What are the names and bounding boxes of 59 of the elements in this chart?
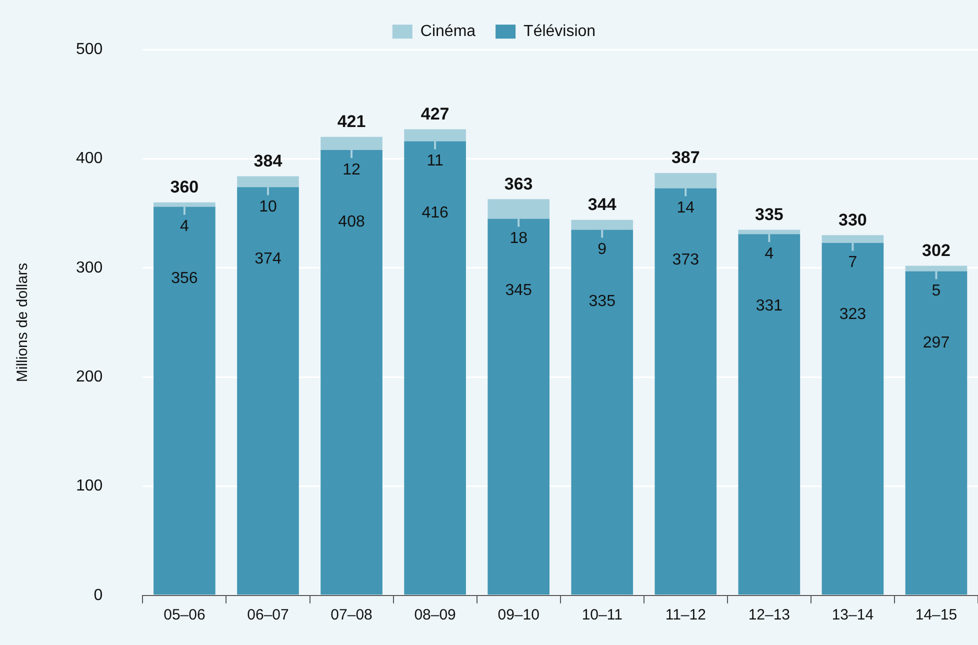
total-label: 330 [838,210,867,230]
y-tick-label: 400 [76,150,103,168]
data-label: 297 [922,334,950,352]
legend-label: Télévision [524,23,596,40]
x-tick-label: 06–07 [247,606,289,624]
y-tick-label: 300 [76,259,103,276]
bar [237,187,299,595]
y-tick-label: 200 [76,368,103,386]
bar [488,218,550,595]
total-label: 384 [254,151,283,170]
x-tick-label: 11–12 [665,606,706,624]
legend-label: Cinéma [420,23,476,40]
data-label: 10 [259,198,277,216]
data-label: 374 [254,250,282,268]
data-label: 416 [422,204,448,222]
x-tick-label: 09–10 [498,606,540,624]
data-label: 373 [672,252,700,269]
data-label: 331 [756,297,783,314]
total-label: 335 [754,204,784,224]
x-tick-label: 14–15 [915,606,958,624]
x-tick-label: 12–13 [748,606,790,624]
data-label: 356 [171,270,198,288]
y-tick-label: 500 [76,41,103,58]
total-label: 344 [588,195,617,214]
bar [404,141,466,595]
total-label: 387 [671,148,700,168]
bar [738,234,800,595]
data-label: 11 [426,152,444,170]
bar [320,150,382,595]
data-label: 12 [342,161,361,178]
y-tick-label: 100 [76,478,103,495]
bar [154,206,216,595]
total-label: 421 [337,112,366,132]
data-label: 335 [588,293,616,310]
data-label: 345 [505,282,532,300]
x-tick-label: 13–14 [832,606,874,624]
x-tick-label: 10–11 [582,606,622,624]
x-tick-label: 05–06 [164,606,206,624]
data-label: 7 [848,254,858,272]
bar [905,271,968,595]
data-label: 4 [180,218,190,236]
bar [822,242,884,595]
total-label: 302 [922,240,950,260]
data-label: 9 [598,241,607,258]
total-label: 427 [420,104,450,124]
data-label: 408 [338,213,365,230]
y-tick-label: 0 [94,586,103,604]
total-label: 363 [504,174,533,194]
data-label: 323 [839,306,866,324]
bar [571,230,634,595]
x-tick-label: 07–08 [330,606,372,624]
data-label: 5 [932,282,941,300]
data-label: 18 [510,230,528,248]
y-axis-title: Millions de dollars [14,262,32,382]
data-label: 14 [676,200,695,217]
bar [654,188,717,595]
total-label: 360 [170,178,199,197]
data-label: 4 [764,245,774,262]
x-tick-label: 08–09 [414,606,456,624]
